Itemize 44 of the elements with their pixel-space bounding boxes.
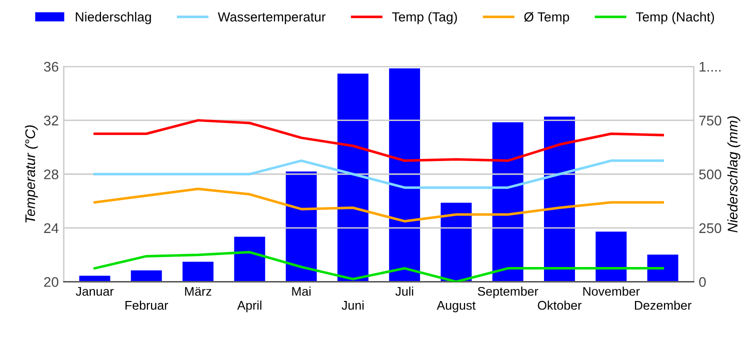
legend-label: Niederschlag — [76, 12, 151, 24]
bar — [337, 74, 368, 282]
x-tick-label: November — [583, 286, 640, 296]
y-tick-label: 20 — [44, 277, 58, 287]
legend-label: Temp (Tag) — [392, 12, 457, 24]
line-series — [93, 188, 664, 222]
bar — [286, 172, 317, 282]
line-series — [93, 119, 664, 162]
bar — [130, 270, 162, 282]
x-tick-label: April — [237, 300, 262, 312]
x-tick-label: Mai — [292, 286, 311, 296]
x-tick-label: Februar — [126, 300, 168, 310]
bar — [234, 236, 266, 282]
legend-label: Wassertemperatur — [218, 12, 326, 24]
x-tick-label: August — [436, 301, 476, 312]
x-tick-label: März — [185, 287, 212, 296]
y2-tick-label: 250 — [699, 223, 722, 234]
legend-label: Ø Temp — [524, 12, 570, 24]
x-tick-label: Juli — [395, 286, 414, 296]
bar — [492, 122, 524, 282]
x-tick-label: Oktober — [538, 300, 582, 310]
bar — [182, 262, 214, 282]
bar — [596, 232, 627, 282]
y-tick-label: 32 — [44, 116, 58, 126]
legend-label: Temp (Nacht) — [636, 12, 714, 24]
x-tick-label: Januar — [76, 287, 114, 296]
y2-tick-label: 0 — [699, 277, 706, 287]
bar — [79, 276, 110, 282]
line-series — [93, 250, 664, 282]
y-tick-label: 36 — [44, 62, 58, 72]
y-axis-title: Temperatur (°C) — [24, 125, 38, 222]
bar — [389, 68, 420, 282]
y-tick-label: 24 — [44, 223, 58, 233]
x-tick-label: Juni — [342, 300, 364, 310]
bar — [647, 254, 678, 282]
y2-tick-label: 500 — [699, 169, 722, 180]
bar — [440, 202, 472, 282]
y-tick-label: 28 — [44, 169, 58, 180]
y2-axis-title: Niederschlag (mm) — [727, 116, 740, 232]
bar — [544, 116, 575, 282]
x-tick-label: September — [478, 286, 538, 298]
y2-tick-label: 1.... — [700, 62, 721, 72]
x-tick-label: Dezember — [634, 300, 692, 310]
y2-tick-label: 750 — [699, 116, 722, 126]
